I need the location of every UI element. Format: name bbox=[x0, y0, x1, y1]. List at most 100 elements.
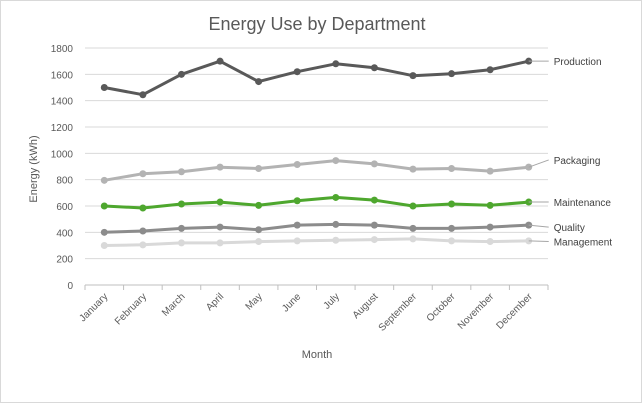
y-tick-label-1800: 1800 bbox=[51, 44, 74, 55]
y-tick-label-1000: 1000 bbox=[51, 149, 74, 160]
data-point-production-july bbox=[332, 60, 340, 68]
data-point-production-march bbox=[177, 70, 185, 78]
series-line-maintenance bbox=[102, 195, 531, 210]
series-label-management: Management bbox=[554, 238, 613, 249]
x-tick-label-august: August bbox=[351, 291, 381, 321]
data-point-packaging-october bbox=[448, 164, 456, 172]
data-point-management-april bbox=[216, 239, 224, 247]
series-label-packaging: Packaging bbox=[554, 156, 601, 167]
data-point-packaging-september bbox=[409, 165, 417, 173]
leader-line-quality bbox=[528, 224, 549, 228]
data-point-maintenance-november bbox=[486, 201, 494, 209]
data-point-maintenance-april bbox=[216, 198, 224, 206]
data-point-packaging-august bbox=[370, 160, 378, 168]
y-tick-label-1400: 1400 bbox=[51, 97, 74, 108]
leader-line-packaging bbox=[528, 159, 549, 168]
data-point-maintenance-june bbox=[293, 197, 301, 205]
data-point-management-march bbox=[177, 239, 185, 247]
series-line-packaging bbox=[102, 159, 531, 182]
data-point-quality-november bbox=[486, 223, 494, 231]
data-point-management-august bbox=[370, 236, 378, 244]
data-point-maintenance-may bbox=[255, 201, 263, 209]
x-tick-label-may: May bbox=[244, 291, 265, 312]
y-axis-title: Energy (kWh) bbox=[28, 135, 40, 202]
data-point-maintenance-october bbox=[448, 200, 456, 208]
y-tick-label-600: 600 bbox=[56, 202, 73, 213]
series-line-production bbox=[102, 59, 531, 97]
series-layer bbox=[100, 57, 533, 249]
data-point-management-november bbox=[486, 238, 494, 246]
x-tick-label-march: March bbox=[160, 291, 187, 318]
y-tick-label-200: 200 bbox=[56, 255, 73, 266]
data-point-management-june bbox=[293, 237, 301, 245]
series-management bbox=[100, 235, 533, 249]
x-tick-label-september: September bbox=[377, 291, 420, 334]
x-tick-label-november: November bbox=[456, 291, 497, 332]
data-point-quality-july bbox=[332, 220, 340, 228]
y-tick-label-800: 800 bbox=[56, 176, 73, 187]
x-tick-label-april: April bbox=[204, 291, 226, 313]
data-point-packaging-july bbox=[332, 157, 340, 165]
x-tick-label-october: October bbox=[425, 291, 458, 324]
y-tick-label-1600: 1600 bbox=[51, 70, 74, 81]
series-label-production: Production bbox=[554, 57, 602, 68]
x-tick-label-december: December bbox=[494, 291, 535, 332]
data-point-management-october bbox=[448, 237, 456, 245]
x-tick-label-january: January bbox=[77, 291, 110, 324]
series-labels: Production Packaging Maintenance Quality Man… bbox=[528, 57, 613, 249]
series-line-quality bbox=[102, 222, 531, 234]
data-point-maintenance-july bbox=[332, 193, 340, 201]
y-tick-label-1200: 1200 bbox=[51, 123, 74, 134]
gridlines bbox=[85, 47, 548, 286]
series-maintenance bbox=[100, 193, 533, 212]
data-point-production-june bbox=[293, 68, 301, 76]
data-point-packaging-february bbox=[139, 170, 147, 178]
leader-line-management bbox=[528, 240, 549, 243]
data-point-management-february bbox=[139, 241, 147, 249]
x-tick-label-february: February bbox=[113, 291, 149, 327]
y-tick-label-0: 0 bbox=[67, 281, 73, 292]
data-point-maintenance-september bbox=[409, 202, 417, 210]
data-point-production-november bbox=[486, 66, 494, 74]
series-label-maintenance: Maintenance bbox=[554, 198, 612, 209]
data-point-quality-february bbox=[139, 227, 147, 235]
data-point-packaging-april bbox=[216, 163, 224, 171]
data-point-production-april bbox=[216, 57, 224, 65]
x-axis: January February March April May June July Augu… bbox=[77, 284, 549, 334]
data-point-packaging-march bbox=[177, 168, 185, 176]
series-quality bbox=[100, 220, 533, 236]
data-point-maintenance-august bbox=[370, 196, 378, 204]
data-point-maintenance-march bbox=[177, 200, 185, 208]
chart-title: Energy Use by Department bbox=[208, 14, 425, 34]
data-point-maintenance-february bbox=[139, 204, 147, 212]
data-point-management-may bbox=[255, 238, 263, 246]
x-tick-label-june: June bbox=[280, 291, 303, 314]
x-axis-title: Month bbox=[302, 349, 333, 361]
data-point-management-july bbox=[332, 236, 340, 244]
data-point-quality-september bbox=[409, 224, 417, 232]
data-point-management-september bbox=[409, 235, 417, 243]
data-point-maintenance-january bbox=[100, 202, 108, 210]
data-point-quality-may bbox=[255, 226, 263, 234]
data-point-production-february bbox=[139, 91, 147, 99]
x-tick-label-july: July bbox=[322, 291, 342, 311]
data-point-production-october bbox=[448, 70, 456, 78]
series-line-management bbox=[102, 237, 531, 247]
y-axis-ticks: 0 200 400 600 800 1000 1200 1400 1600 1800 bbox=[51, 44, 74, 292]
data-point-production-september bbox=[409, 72, 417, 80]
data-point-packaging-june bbox=[293, 161, 301, 169]
y-tick-label-400: 400 bbox=[56, 228, 73, 239]
data-point-quality-october bbox=[448, 224, 456, 232]
data-point-packaging-november bbox=[486, 167, 494, 175]
data-point-quality-august bbox=[370, 221, 378, 229]
series-packaging bbox=[100, 157, 533, 184]
series-production bbox=[100, 57, 533, 99]
data-point-quality-april bbox=[216, 223, 224, 231]
data-point-management-january bbox=[100, 242, 108, 249]
data-point-packaging-january bbox=[100, 176, 108, 184]
data-point-production-may bbox=[255, 78, 263, 86]
data-point-quality-january bbox=[100, 228, 108, 236]
data-point-quality-june bbox=[293, 221, 301, 229]
data-point-production-august bbox=[370, 64, 378, 72]
